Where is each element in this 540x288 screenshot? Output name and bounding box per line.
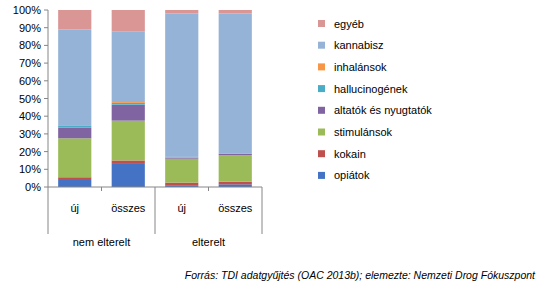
bar-segment	[112, 103, 145, 105]
legend-label: stimulánsok	[334, 126, 393, 138]
category-label: új	[177, 202, 186, 214]
category-label: összes	[218, 202, 253, 214]
y-tick	[44, 133, 48, 134]
bar-segment	[112, 105, 145, 121]
bar-segment	[219, 14, 252, 153]
bar-segment	[112, 31, 145, 102]
y-tick-label: 70%	[19, 57, 41, 69]
bar-segment	[165, 157, 198, 159]
legend-label: hallucinogének	[334, 83, 408, 95]
y-tick-label: 90%	[19, 22, 41, 34]
bar-segment	[112, 163, 145, 187]
y-tick-label: 20%	[19, 146, 41, 158]
bar-segment	[165, 157, 198, 159]
bars	[58, 10, 252, 187]
bar-segment	[219, 155, 252, 182]
y-tick	[44, 151, 48, 152]
bar-segment	[58, 10, 91, 29]
category-tick	[101, 187, 102, 191]
legend-swatch	[318, 107, 325, 114]
y-tick	[44, 116, 48, 117]
bar-segment	[112, 10, 145, 31]
legend-swatch	[318, 42, 325, 49]
y-tick-label: 10%	[19, 163, 41, 175]
bar-segment	[58, 126, 91, 128]
legend-swatch	[318, 85, 325, 92]
y-tick	[44, 80, 48, 81]
group-separator	[262, 187, 263, 234]
legend-swatch	[318, 129, 325, 136]
chart: 0% 10% 20% 30% 40% 50% 60% 70% 80% 90% 100% új össze…	[0, 0, 540, 288]
y-tick-label: 100%	[13, 4, 41, 16]
y-tick	[44, 169, 48, 170]
legend-swatch	[318, 150, 325, 157]
bar-segment	[58, 128, 91, 139]
legend: egyéb kannabisz inhalánsok hallucinogének al…	[318, 18, 432, 182]
bar-segment	[58, 29, 91, 125]
legend-swatch	[318, 172, 325, 179]
y-tick	[44, 27, 48, 28]
bar-segment	[219, 182, 252, 185]
group-separator	[155, 187, 156, 234]
legend-label: egyéb	[334, 18, 364, 30]
y-tick	[44, 98, 48, 99]
y-tick	[44, 45, 48, 46]
legend-label: altatók és nyugtatók	[334, 104, 432, 116]
bar-segment	[58, 177, 91, 179]
bar-segment	[58, 138, 91, 177]
category-label: új	[70, 202, 79, 214]
y-tick	[44, 10, 48, 11]
group-label: nem elterelt	[73, 236, 130, 248]
y-tick	[44, 63, 48, 64]
y-tick-label: 30%	[19, 128, 41, 140]
bar-segment	[165, 183, 198, 186]
legend-label: kannabisz	[334, 39, 384, 51]
y-tick	[44, 187, 48, 188]
category-tick	[208, 187, 209, 191]
bar-segment	[219, 10, 252, 14]
y-tick-label: 0%	[25, 181, 41, 193]
bar-segment	[219, 153, 252, 155]
bar-segment	[165, 14, 198, 157]
bar-segment	[165, 159, 198, 183]
legend-swatch	[318, 20, 325, 27]
legend-label: opiátok	[334, 169, 370, 181]
legend-label: kokain	[334, 148, 366, 160]
source-note: Forrás: TDI adatgyűjtés (OAC 2013b); ele…	[185, 269, 536, 281]
bar-segment	[112, 121, 145, 161]
bar-segment	[58, 179, 91, 187]
y-tick-label: 50%	[19, 93, 41, 105]
group-label: elterelt	[192, 236, 225, 248]
bar-segment	[165, 10, 198, 14]
y-tick-label: 60%	[19, 75, 41, 87]
category-label: összes	[111, 202, 146, 214]
group-separator	[48, 187, 49, 234]
legend-swatch	[318, 63, 325, 70]
legend-label: inhalánsok	[334, 61, 387, 73]
bar-segment	[219, 154, 252, 155]
bar-segment	[112, 160, 145, 163]
y-tick-label: 80%	[19, 39, 41, 51]
y-tick-label: 40%	[19, 110, 41, 122]
